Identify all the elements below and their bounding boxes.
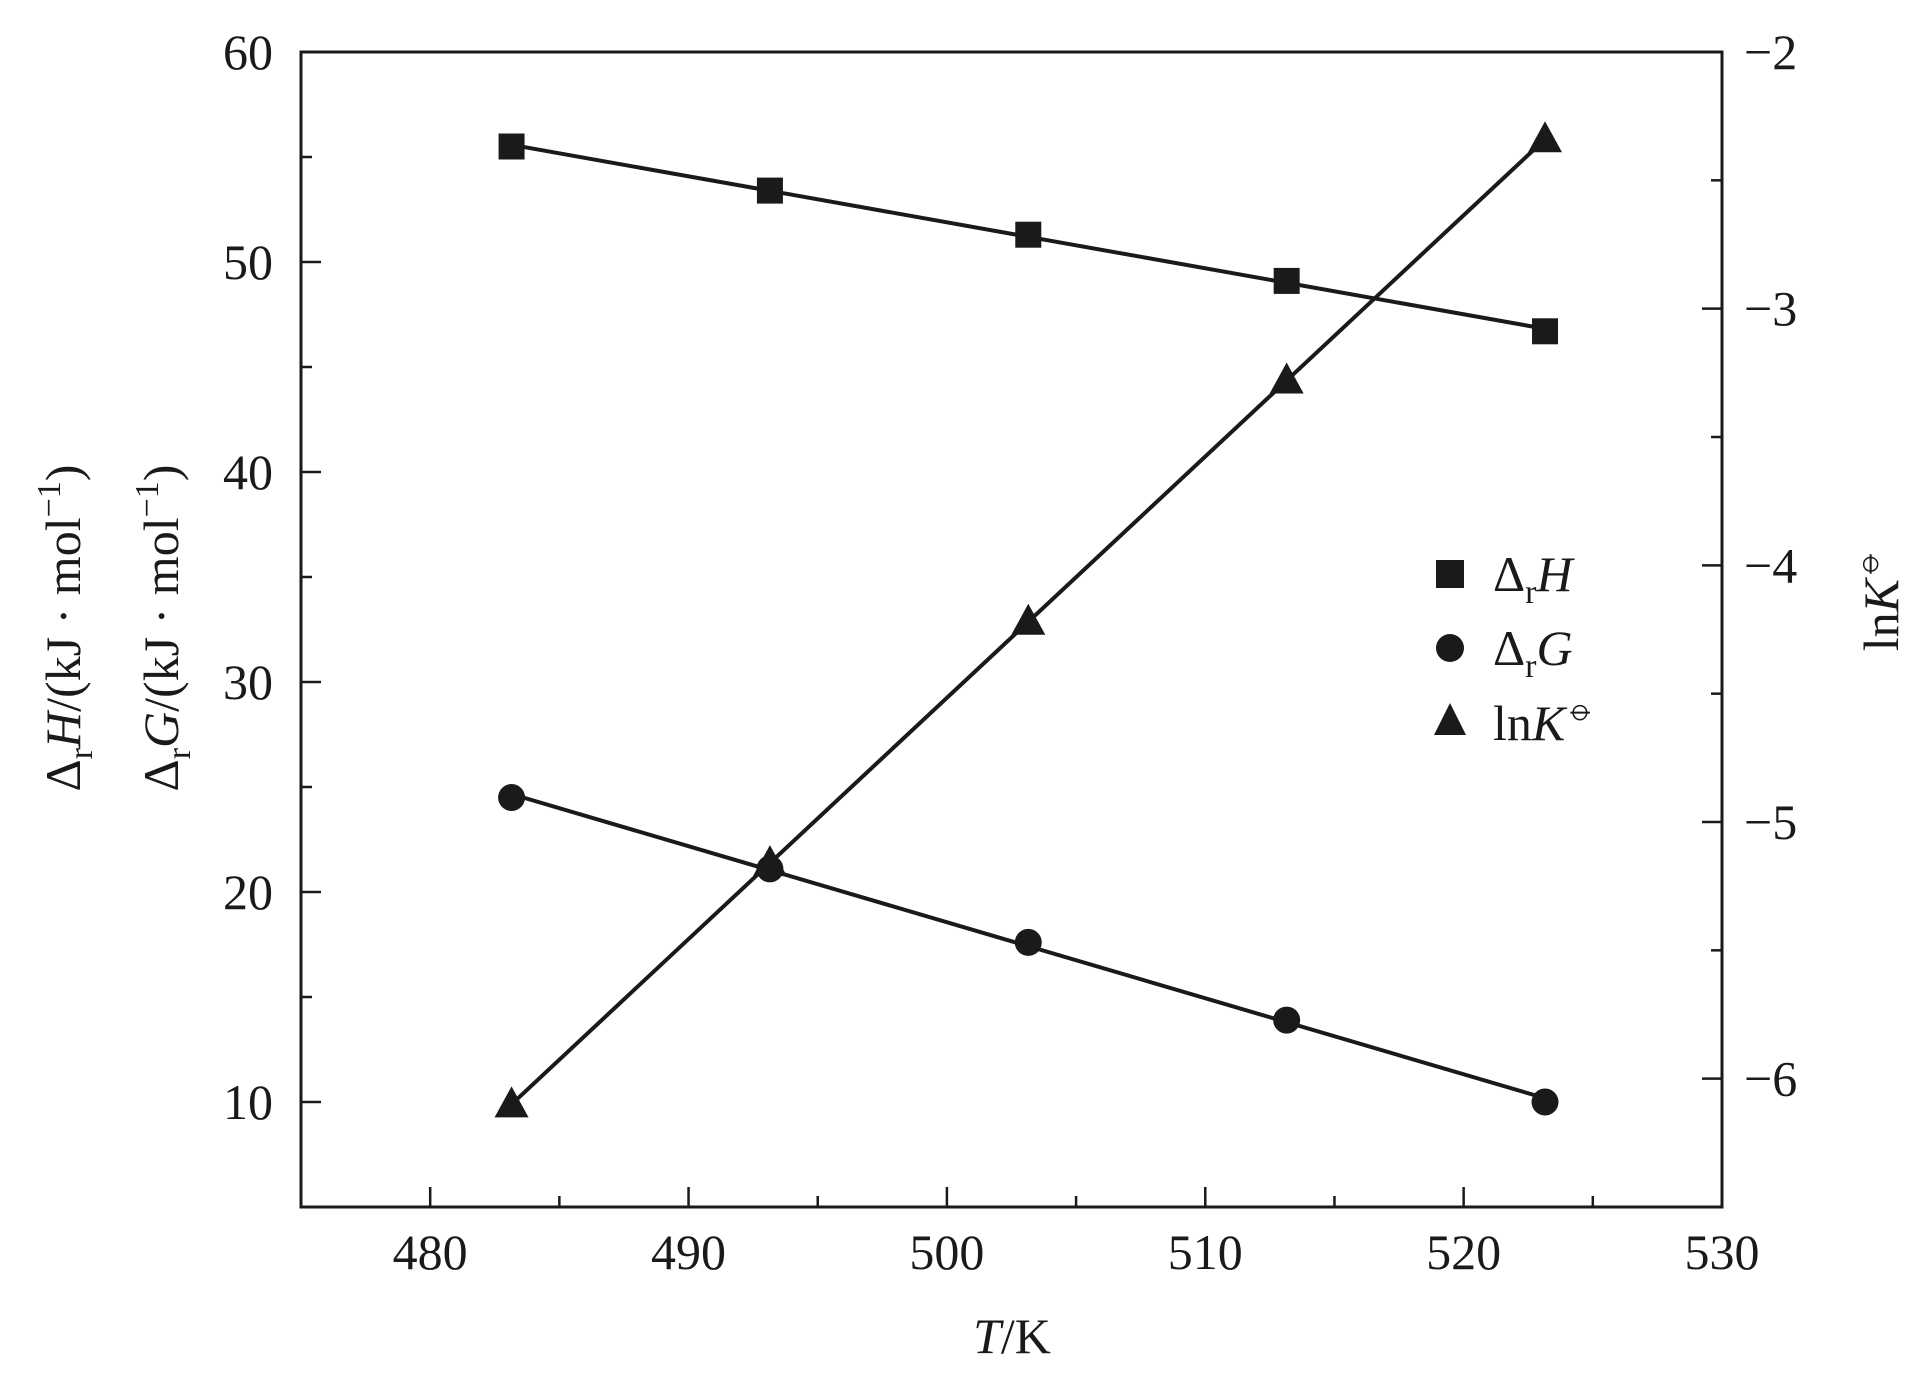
y-right-tick-label: −6	[1744, 1051, 1797, 1107]
y-left-tick-label: 60	[223, 24, 273, 80]
data-point-circle	[1531, 1088, 1559, 1116]
y-right-tick-label: −4	[1744, 537, 1797, 593]
y-right-tick-label: −2	[1744, 24, 1797, 80]
x-axis-label: T/K	[973, 1308, 1051, 1364]
y-axis-left-label: ΔrH/(kJ · mol−1)	[31, 465, 100, 792]
data-point-triangle	[1528, 121, 1563, 153]
legend-marker-triangle	[1434, 703, 1466, 735]
x-tick-label: 480	[393, 1224, 468, 1280]
data-point-circle	[498, 784, 526, 811]
y-left-tick-label: 20	[223, 864, 273, 920]
data-point-triangle	[752, 845, 787, 877]
data-point-triangle	[1269, 362, 1304, 394]
data-point-square	[498, 133, 525, 160]
y-left-tick-label: 40	[223, 444, 273, 500]
x-tick-label: 490	[651, 1224, 726, 1280]
y-axis-left-label-gibbs: ΔrG/(kJ · mol−1)	[129, 465, 198, 792]
y-left-tick-label: 50	[223, 234, 273, 290]
data-point-triangle	[494, 1086, 529, 1118]
legend-label-gibbs: ΔrG	[1493, 620, 1573, 685]
legend-marker-circle	[1436, 634, 1464, 662]
series-layer	[494, 121, 1563, 1118]
y-left-tick-label: 30	[223, 654, 273, 710]
y-right-tick-label: −3	[1744, 281, 1797, 337]
x-tick-label: 530	[1685, 1224, 1760, 1280]
legend-label-enthalpy: ΔrH	[1493, 546, 1575, 611]
data-point-square	[1273, 267, 1300, 294]
y-axis-right-label: lnK⦵	[1846, 549, 1909, 652]
y-right-tick-label: −5	[1744, 794, 1797, 850]
y-left-tick-label: 10	[223, 1074, 273, 1130]
ticks: 480 490 500 510 520 530 10 20 30 40 50 60 −6 −5 −4 −3 −2	[223, 24, 1797, 1280]
data-point-circle	[1273, 1006, 1301, 1034]
x-tick-label: 500	[909, 1224, 984, 1280]
y-axis-right-label-text: lnK⦵	[1846, 549, 1909, 652]
data-point-square	[1015, 221, 1042, 248]
x-tick-label: 520	[1426, 1224, 1501, 1280]
legend-label-lnk: lnK⦵	[1493, 688, 1596, 751]
y-axis-left-label-enthalpy: ΔrH/(kJ · mol−1)	[31, 465, 100, 792]
data-point-circle	[1014, 928, 1042, 956]
data-point-triangle	[1011, 603, 1046, 635]
x-tick-label: 510	[1168, 1224, 1243, 1280]
legend-marker-square	[1436, 560, 1464, 588]
plot-frame	[299, 50, 1724, 1209]
data-point-square	[1532, 318, 1559, 345]
legend: ΔrH ΔrG lnK⦵	[1434, 546, 1596, 751]
data-point-square	[756, 177, 783, 204]
y-axis-left-label-2: ΔrG/(kJ · mol−1)	[129, 465, 198, 792]
